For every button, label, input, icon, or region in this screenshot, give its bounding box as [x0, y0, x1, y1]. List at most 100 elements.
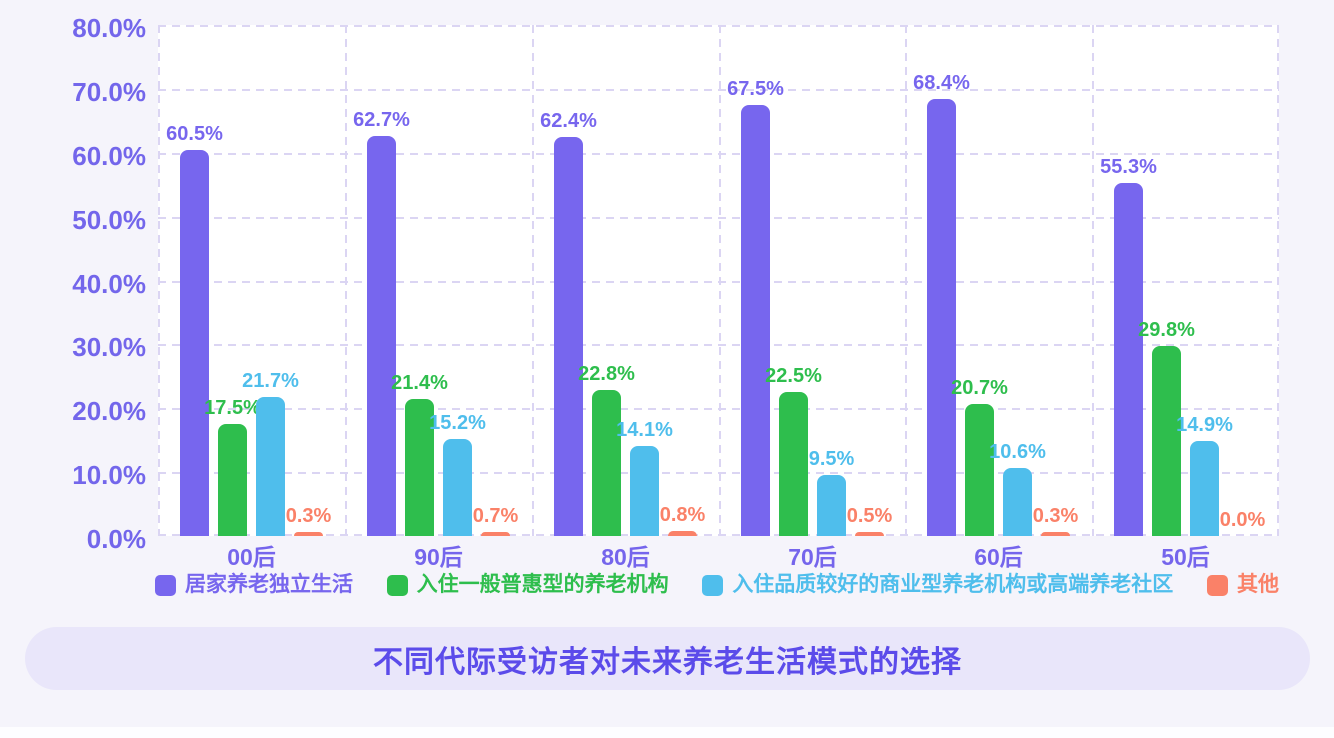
legend-marker — [702, 574, 724, 596]
y-axis: 80.0% 70.0% 60.0% 50.0% 40.0% 30.0% 20.0% 10.0%… — [0, 14, 146, 553]
gridline-horizontal — [158, 25, 1279, 27]
bar-value-label: 29.8% — [1138, 319, 1195, 341]
gridline-horizontal — [158, 408, 1279, 410]
bar-row: 62.7% 21.4% 15.2% 0.7% — [345, 25, 532, 536]
bar: 21.7% — [242, 370, 299, 536]
bar: 14.9% — [1176, 414, 1233, 536]
bar-value-label: 17.5% — [204, 397, 261, 419]
bar-value-label: 22.5% — [765, 365, 822, 387]
bar: 22.5% — [765, 365, 822, 536]
bar-value-label: 0.0% — [1219, 509, 1266, 531]
bar-row: 55.3% 29.8% 14.9% 0.0% — [1092, 25, 1279, 536]
y-tick-label: 10.0% — [72, 460, 146, 490]
gridline-horizontal — [158, 344, 1279, 346]
bar: 21.4% — [391, 372, 448, 536]
bar: 20.7% — [951, 377, 1008, 536]
bar-group: 60.5% 17.5% 21.7% 0.3% — [158, 25, 345, 536]
bar-value-label: 68.4% — [913, 72, 970, 94]
legend-item: 居家养老独立生活 — [155, 573, 353, 597]
legend-item: 其他 — [1206, 573, 1279, 597]
bar: 0.3% — [286, 505, 331, 536]
bar-value-label: 0.3% — [285, 505, 332, 527]
y-tick-label: 50.0% — [72, 205, 146, 235]
legend-item: 入住品质较好的商业型养老机构或高端养老社区 — [702, 573, 1173, 597]
legend-marker — [386, 574, 408, 596]
bar-row: 62.4% 22.8% 14.1% 0.8% — [532, 25, 719, 536]
x-category-label: 70后 — [788, 544, 837, 570]
gridline-vertical — [1092, 25, 1094, 536]
y-tick-label: 80.0% — [72, 13, 146, 43]
legend-marker — [1206, 574, 1228, 596]
gridline-vertical — [532, 25, 534, 536]
legend-label: 入住品质较好的商业型养老机构或高端养老社区 — [732, 573, 1174, 596]
y-tick-label: 30.0% — [72, 332, 146, 362]
x-category-label: 80后 — [601, 544, 650, 570]
gridline-horizontal — [158, 472, 1279, 474]
bar-value-label: 14.1% — [616, 419, 673, 441]
bar-row: 68.4% 20.7% 10.6% 0.3% — [905, 25, 1092, 536]
legend-label: 居家养老独立生活 — [185, 573, 353, 596]
bar: 55.3% — [1100, 156, 1157, 536]
gridline-vertical — [158, 25, 160, 536]
x-axis: 00后 90后 80后 70后 60后 50后 — [158, 543, 1279, 571]
bar: 0.5% — [847, 505, 892, 536]
bar-group: 62.7% 21.4% 15.2% 0.7% — [345, 25, 532, 536]
bar-row: 67.5% 22.5% 9.5% 0.5% — [719, 25, 906, 536]
bar: 62.7% — [353, 109, 410, 536]
bar: 17.5% — [204, 397, 261, 536]
bar-value-label: 14.9% — [1176, 414, 1233, 436]
y-tick-label: 20.0% — [72, 396, 146, 426]
gridline-vertical — [345, 25, 347, 536]
bar-group: 62.4% 22.8% 14.1% 0.8% — [532, 25, 719, 536]
bar-value-label: 9.5% — [808, 448, 855, 470]
x-category-label: 90后 — [414, 544, 463, 570]
bar-value-label: 67.5% — [727, 78, 784, 100]
bar-value-label: 10.6% — [989, 441, 1046, 463]
bar-group: 55.3% 29.8% 14.9% 0.0% — [1092, 25, 1279, 536]
legend-label: 其他 — [1236, 573, 1279, 596]
bar-value-label: 62.4% — [540, 110, 597, 132]
bar-value-label: 62.7% — [353, 109, 410, 131]
bar: 0.7% — [473, 505, 518, 536]
gridline-vertical — [719, 25, 721, 536]
bar: 0.3% — [1033, 505, 1078, 536]
bar-value-label: 0.3% — [1032, 505, 1079, 527]
gridline-vertical — [905, 25, 907, 536]
plot-area: 60.5% 17.5% 21.7% 0.3% 62.7% 21.4% 15.2% 0.7% 62… — [158, 25, 1279, 536]
y-tick-label: 0.0% — [86, 524, 146, 554]
bar: 67.5% — [727, 78, 784, 536]
x-category-label: 60后 — [974, 544, 1023, 570]
bar: 9.5% — [809, 448, 854, 536]
y-tick-label: 60.0% — [72, 141, 146, 171]
bar-value-label: 55.3% — [1100, 156, 1157, 178]
bar: 68.4% — [913, 72, 970, 536]
bar-value-label: 21.7% — [242, 370, 299, 392]
bar-value-label: 20.7% — [951, 377, 1008, 399]
page-bottom-strip — [0, 727, 1334, 738]
bar: 62.4% — [540, 110, 597, 536]
y-tick-label: 40.0% — [72, 269, 146, 299]
legend: 居家养老独立生活 入住一般普惠型的养老机构 入住品质较好的商业型养老机构或高端养老社… — [155, 573, 1279, 597]
bar-group: 67.5% 22.5% 9.5% 0.5% — [719, 25, 906, 536]
y-tick-label: 70.0% — [72, 77, 146, 107]
bar-group: 68.4% 20.7% 10.6% 0.3% — [905, 25, 1092, 536]
x-category-label: 50后 — [1161, 544, 1210, 570]
legend-label: 入住一般普惠型的养老机构 — [416, 573, 669, 596]
bar-value-label: 21.4% — [391, 372, 448, 394]
gridline-horizontal — [158, 281, 1279, 283]
x-category-label: 00后 — [227, 544, 276, 570]
bar-value-label: 0.7% — [472, 505, 519, 527]
chart-title: 不同代际受访者对未来养老生活模式的选择 — [373, 645, 962, 679]
bar: 15.2% — [429, 412, 486, 536]
legend-marker — [155, 574, 176, 596]
legend-item: 入住一般普惠型的养老机构 — [386, 573, 669, 597]
bar: 14.1% — [616, 419, 673, 536]
bar-value-label: 0.8% — [659, 504, 706, 526]
gridline-vertical — [1277, 25, 1279, 536]
bar-value-label: 22.8% — [578, 363, 635, 385]
bar: 60.5% — [166, 123, 223, 536]
bar-value-label: 0.5% — [846, 505, 893, 527]
bar: 29.8% — [1138, 319, 1195, 536]
bar-value-label: 15.2% — [429, 412, 486, 434]
